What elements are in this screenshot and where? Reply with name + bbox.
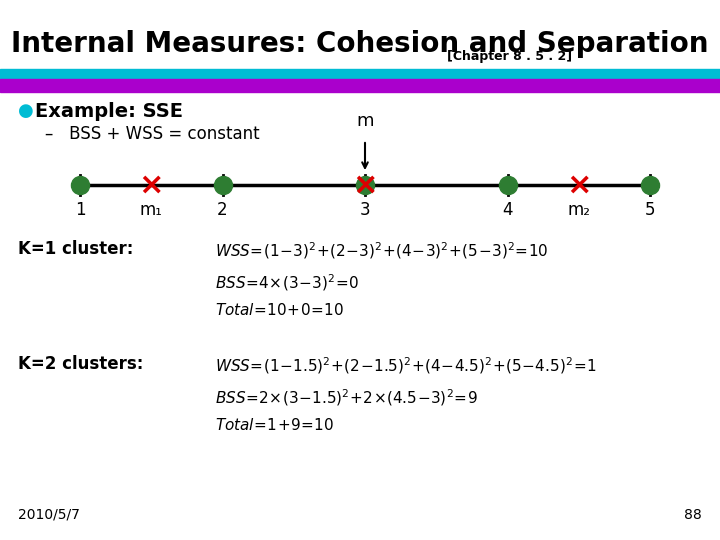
Text: ●: ●: [18, 102, 34, 120]
Text: $Total\!=\!1\!+\!9\!=\!10$: $Total\!=\!1\!+\!9\!=\!10$: [215, 417, 334, 433]
Text: $BSS\!=\!4\!\times\!(3\!-\!3)^2\!=\!0$: $BSS\!=\!4\!\times\!(3\!-\!3)^2\!=\!0$: [215, 272, 359, 293]
Text: $WSS\!=\!(1\!-\!3)^2\!+\!(2\!-\!3)^2\!+\!(4\!-\!3)^2\!+\!(5\!-\!3)^2\!=\!10$: $WSS\!=\!(1\!-\!3)^2\!+\!(2\!-\!3)^2\!+\…: [215, 240, 549, 261]
Text: 1: 1: [75, 201, 85, 219]
Text: 88: 88: [684, 508, 702, 522]
Text: $BSS\!=\!2\!\times\!(3\!-\!1.5)^2\!+\!2\!\times\!(4.5\!-\!3)^2\!=\!9$: $BSS\!=\!2\!\times\!(3\!-\!1.5)^2\!+\!2\…: [215, 387, 478, 408]
Text: 5: 5: [644, 201, 655, 219]
Text: K=2 clusters:: K=2 clusters:: [18, 355, 143, 373]
Text: 3: 3: [360, 201, 370, 219]
Text: m₁: m₁: [140, 201, 163, 219]
Text: ×: ×: [352, 171, 378, 199]
Text: K=1 cluster:: K=1 cluster:: [18, 240, 133, 258]
Text: Example: SSE: Example: SSE: [35, 102, 183, 121]
Text: m₂: m₂: [567, 201, 590, 219]
Text: $WSS\!=\!(1\!-\!1.5)^2\!+\!(2\!-\!1.5)^2\!+\!(4\!-\!4.5)^2\!+\!(5\!-\!4.5)^2\!=\: $WSS\!=\!(1\!-\!1.5)^2\!+\!(2\!-\!1.5)^2…: [215, 355, 597, 376]
Text: 2: 2: [217, 201, 228, 219]
Text: 4: 4: [503, 201, 513, 219]
Text: Internal Measures: Cohesion and Separation: Internal Measures: Cohesion and Separati…: [12, 30, 708, 58]
Text: 2010/5/7: 2010/5/7: [18, 508, 80, 522]
Bar: [0, 69, 720, 79]
Text: ×: ×: [566, 171, 592, 199]
Text: m: m: [356, 112, 374, 130]
Text: [Chapter 8 . 5 . 2]: [Chapter 8 . 5 . 2]: [447, 50, 572, 63]
Bar: [0, 79, 720, 92]
Text: –   BSS + WSS = constant: – BSS + WSS = constant: [45, 125, 260, 143]
Text: $Total\!=\!10\!+\!0\!=\!10$: $Total\!=\!10\!+\!0\!=\!10$: [215, 302, 344, 318]
Text: ×: ×: [138, 171, 164, 199]
